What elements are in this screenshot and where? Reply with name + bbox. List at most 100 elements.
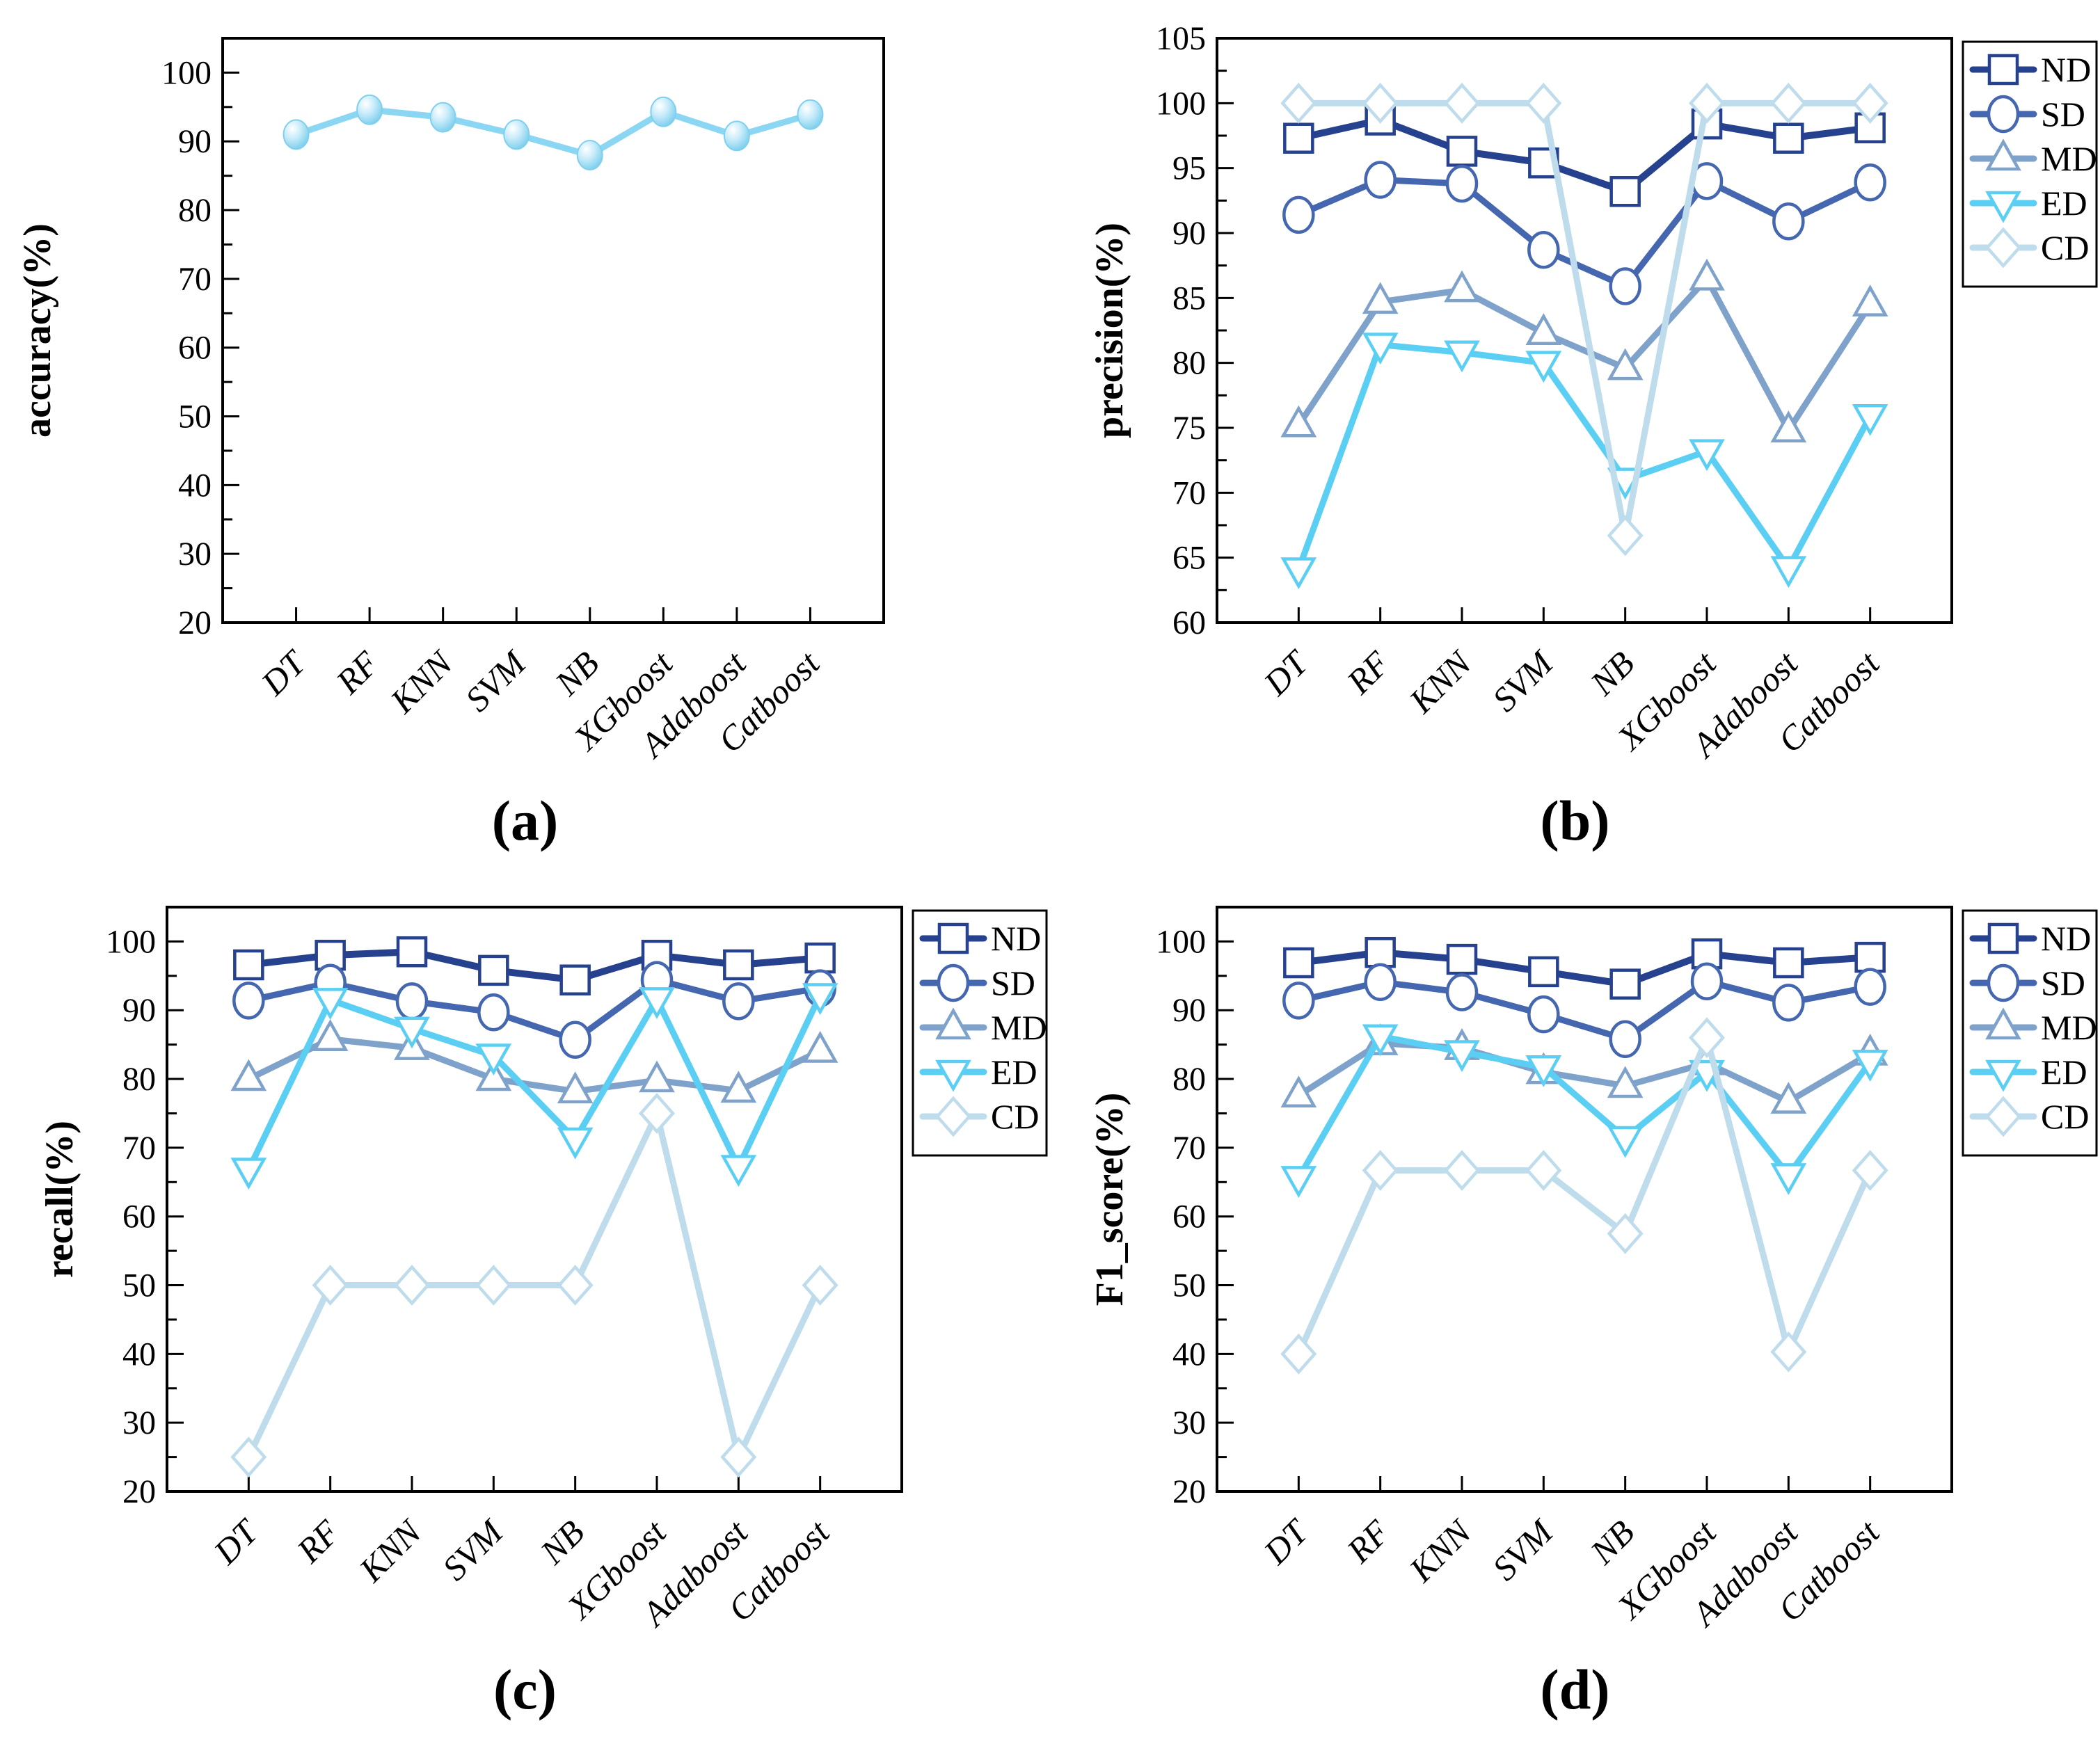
marker-circle	[1527, 995, 1560, 1034]
plot-frame	[221, 37, 885, 624]
marker-triangle-up	[1280, 405, 1317, 438]
marker-diamond	[475, 1265, 512, 1306]
marker-diamond	[312, 1265, 349, 1306]
series-line-MD	[1295, 1040, 1874, 1105]
x-tick-label: SVM	[458, 643, 534, 719]
y-tick-label: 70	[178, 261, 212, 298]
legend-item-SD: SD	[1969, 95, 2085, 134]
marker-circle	[477, 993, 510, 1032]
marker-triangle-up	[1985, 138, 2021, 171]
marker-triangle-up	[1770, 1082, 1807, 1114]
marker-diamond	[393, 1265, 431, 1306]
marker-circle	[1445, 973, 1479, 1011]
x-tick-label: NB	[1582, 643, 1641, 703]
marker-circle	[559, 1020, 591, 1059]
y-tick-label: 40	[1172, 1336, 1206, 1372]
y-tick-label: 70	[1172, 474, 1206, 511]
marker-square	[233, 949, 264, 981]
marker-square	[937, 922, 969, 954]
marker-square	[1446, 136, 1478, 167]
series-MD	[230, 1019, 838, 1104]
marker-triangle-down	[1852, 403, 1888, 436]
marker-square	[396, 936, 428, 968]
marker-diamond	[230, 1436, 267, 1478]
marker-diamond	[1362, 82, 1399, 124]
y-tick-label: 100	[1156, 923, 1206, 960]
marker-square	[1854, 941, 1886, 973]
marker-triangle-up	[1607, 1066, 1644, 1098]
marker-diamond	[638, 1093, 676, 1134]
marker-square	[1365, 936, 1396, 968]
y-tick-label: 65	[1172, 540, 1206, 577]
y-tick-label: 90	[1172, 992, 1206, 1029]
y-tick-label: 60	[122, 1199, 156, 1235]
marker-circle	[1364, 963, 1397, 1001]
marker-sphere	[650, 96, 677, 127]
y-tick-label: 100	[106, 923, 156, 960]
legend-label-MD: MD	[2041, 1008, 2097, 1047]
marker-triangle-down	[557, 1127, 594, 1160]
marker-circle	[1690, 962, 1724, 1000]
legend: ND SD MD ED CD	[1962, 40, 2098, 288]
legend-label-SD: SD	[991, 963, 1035, 1002]
series-line-MD	[245, 1036, 824, 1095]
marker-circle	[1609, 267, 1641, 305]
marker-triangle-up	[230, 1059, 267, 1091]
marker-triangle-up	[557, 1071, 594, 1104]
marker-square	[1446, 943, 1478, 975]
marker-triangle-down	[1362, 1024, 1399, 1057]
marker-sphere	[356, 94, 383, 125]
caption-a: (a)	[491, 789, 559, 852]
series-MD	[1280, 258, 1888, 442]
marker-triangle-down	[1985, 1059, 2021, 1092]
caption-b: (b)	[1540, 789, 1610, 852]
marker-diamond	[1280, 1333, 1317, 1375]
y-tick-label: 70	[1172, 1130, 1206, 1167]
y-tick-label: 20	[1172, 1473, 1206, 1510]
y-tick-label: 50	[1172, 1267, 1206, 1304]
marker-diamond	[1607, 1213, 1644, 1254]
y-tick-label: 80	[1172, 1061, 1206, 1098]
legend-item-MD: MD	[1969, 138, 2097, 178]
legend-item-SD: SD	[919, 963, 1035, 1002]
marker-circle	[1772, 984, 1805, 1022]
marker-triangle-up	[1444, 270, 1480, 303]
marker-sphere	[503, 119, 530, 150]
marker-square	[1609, 968, 1641, 1000]
marker-triangle-down	[1280, 1166, 1317, 1198]
y-tick-label: 80	[122, 1061, 156, 1098]
marker-triangle-down	[230, 1158, 267, 1190]
marker-circle	[1282, 982, 1315, 1020]
x-tick-label: RF	[289, 1512, 347, 1571]
legend-label-SD: SD	[2041, 95, 2085, 134]
x-tick-label: RF	[1339, 643, 1397, 702]
legend-item-ND: ND	[1969, 50, 2091, 89]
y-tick-label: 100	[1156, 85, 1206, 122]
marker-triangle-down	[1689, 439, 1725, 472]
legend-item-SD: SD	[1969, 963, 2085, 1002]
marker-triangle-down	[1444, 340, 1480, 373]
series-line-ED	[1295, 1033, 1874, 1181]
legend-item-CD: CD	[1969, 227, 2089, 269]
panel-d: 20 30 40 50 60 70 80 90 100 DT RF KNN SVM NB XGboost Ad…	[1050, 869, 2100, 1737]
marker-circle	[1445, 164, 1479, 203]
x-tick-label: DT	[253, 642, 315, 703]
y-tick-label: 50	[178, 399, 212, 435]
marker-triangle-down	[1770, 556, 1807, 589]
marker-triangle-down	[639, 987, 675, 1020]
caption-d: (d)	[1540, 1658, 1610, 1721]
y-tick-label: 105	[1156, 20, 1206, 57]
marker-triangle-up	[1689, 258, 1725, 291]
x-tick-label: NB	[532, 1512, 591, 1571]
marker-triangle-down	[1852, 1050, 1888, 1082]
series-ED	[1280, 333, 1888, 590]
series-line-ED	[1295, 342, 1874, 573]
marker-diamond	[1362, 1150, 1399, 1191]
marker-diamond	[1984, 227, 2022, 269]
y-tick-label: 40	[122, 1336, 156, 1372]
marker-square	[723, 949, 754, 981]
marker-square	[1773, 122, 1804, 154]
y-tick-label: 80	[178, 192, 212, 229]
